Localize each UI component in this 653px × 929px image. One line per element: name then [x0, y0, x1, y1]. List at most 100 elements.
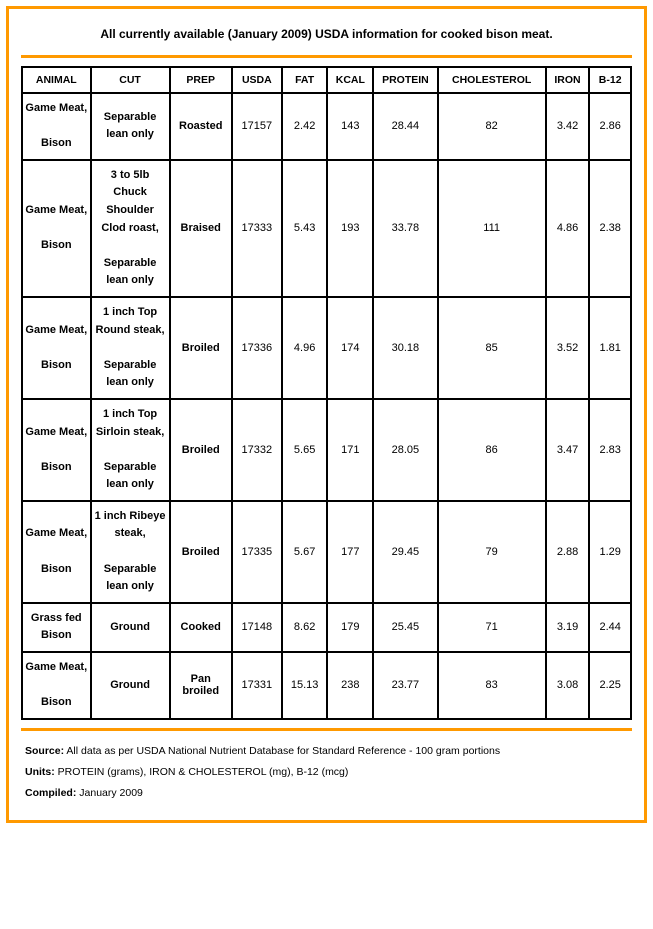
cell-cut: 1 inch Ribeye steak,Separable lean only [91, 501, 170, 603]
cell-kcal: 143 [327, 93, 373, 160]
cell-cut: 3 to 5lb Chuck Shoulder Clod roast,Separ… [91, 160, 170, 297]
cell-b12: 1.29 [589, 501, 631, 603]
cell-b12: 2.38 [589, 160, 631, 297]
cell-protein: 29.45 [373, 501, 437, 603]
cell-cholesterol: 71 [438, 603, 546, 652]
cell-iron: 4.86 [546, 160, 590, 297]
cell-cholesterol: 111 [438, 160, 546, 297]
col-kcal: KCAL [327, 67, 373, 93]
cell-kcal: 179 [327, 603, 373, 652]
units-label: Units: [25, 766, 55, 778]
footer-notes: Source: All data as per USDA National Nu… [21, 731, 632, 814]
compiled-label: Compiled: [25, 787, 76, 799]
cell-kcal: 238 [327, 652, 373, 719]
cell-cut: Separable lean only [91, 93, 170, 160]
source-text: All data as per USDA National Nutrient D… [64, 745, 500, 757]
cell-prep: Roasted [170, 93, 232, 160]
col-cholesterol: CHOLESTEROL [438, 67, 546, 93]
cell-protein: 33.78 [373, 160, 437, 297]
nutrition-table: ANIMAL CUT PREP USDA FAT KCAL PROTEIN CH… [21, 66, 632, 720]
units-text: PROTEIN (grams), IRON & CHOLESTEROL (mg)… [55, 766, 349, 778]
col-protein: PROTEIN [373, 67, 437, 93]
cell-animal: Game Meat,Bison [22, 501, 91, 603]
cell-cut: Ground [91, 652, 170, 719]
cell-iron: 3.19 [546, 603, 590, 652]
cell-b12: 2.86 [589, 93, 631, 160]
cell-b12: 1.81 [589, 297, 631, 399]
cell-prep: Pan broiled [170, 652, 232, 719]
cell-kcal: 177 [327, 501, 373, 603]
cell-protein: 25.45 [373, 603, 437, 652]
cell-animal: Game Meat,Bison [22, 297, 91, 399]
cell-fat: 15.13 [282, 652, 328, 719]
source-label: Source: [25, 745, 64, 757]
cell-cholesterol: 83 [438, 652, 546, 719]
cell-iron: 2.88 [546, 501, 590, 603]
col-prep: PREP [170, 67, 232, 93]
cell-fat: 5.43 [282, 160, 328, 297]
footer-units: Units: PROTEIN (grams), IRON & CHOLESTER… [25, 762, 628, 783]
compiled-text: January 2009 [76, 787, 143, 799]
col-animal: ANIMAL [22, 67, 91, 93]
table-header-row: ANIMAL CUT PREP USDA FAT KCAL PROTEIN CH… [22, 67, 631, 93]
cell-cholesterol: 86 [438, 399, 546, 501]
table-row: Game Meat,BisonSeparable lean onlyRoaste… [22, 93, 631, 160]
cell-b12: 2.83 [589, 399, 631, 501]
cell-protein: 30.18 [373, 297, 437, 399]
cell-cut: 1 inch Top Round steak,Separable lean on… [91, 297, 170, 399]
col-fat: FAT [282, 67, 328, 93]
table-row: Game Meat,Bison1 inch Top Sirloin steak,… [22, 399, 631, 501]
cell-cut: 1 inch Top Sirloin steak,Separable lean … [91, 399, 170, 501]
cell-prep: Broiled [170, 399, 232, 501]
cell-animal: Game Meat,Bison [22, 93, 91, 160]
cell-prep: Broiled [170, 297, 232, 399]
cell-usda: 17157 [232, 93, 282, 160]
cell-kcal: 171 [327, 399, 373, 501]
cell-prep: Broiled [170, 501, 232, 603]
col-iron: IRON [546, 67, 590, 93]
table-row: Grass fed BisonGroundCooked171488.621792… [22, 603, 631, 652]
cell-fat: 5.67 [282, 501, 328, 603]
cell-usda: 17336 [232, 297, 282, 399]
cell-b12: 2.25 [589, 652, 631, 719]
cell-iron: 3.42 [546, 93, 590, 160]
cell-b12: 2.44 [589, 603, 631, 652]
cell-iron: 3.47 [546, 399, 590, 501]
cell-usda: 17335 [232, 501, 282, 603]
col-b12: B-12 [589, 67, 631, 93]
table-row: Game Meat,Bison3 to 5lb Chuck Shoulder C… [22, 160, 631, 297]
cell-animal: Game Meat,Bison [22, 160, 91, 297]
table-row: Game Meat,Bison1 inch Top Round steak,Se… [22, 297, 631, 399]
cell-prep: Braised [170, 160, 232, 297]
table-section: ANIMAL CUT PREP USDA FAT KCAL PROTEIN CH… [21, 55, 632, 731]
cell-protein: 28.05 [373, 399, 437, 501]
cell-prep: Cooked [170, 603, 232, 652]
cell-fat: 2.42 [282, 93, 328, 160]
cell-fat: 5.65 [282, 399, 328, 501]
cell-usda: 17148 [232, 603, 282, 652]
cell-usda: 17333 [232, 160, 282, 297]
cell-animal: Game Meat,Bison [22, 399, 91, 501]
cell-cholesterol: 85 [438, 297, 546, 399]
cell-kcal: 193 [327, 160, 373, 297]
cell-cholesterol: 82 [438, 93, 546, 160]
cell-iron: 3.52 [546, 297, 590, 399]
table-row: Game Meat,BisonGroundPan broiled1733115.… [22, 652, 631, 719]
cell-animal: Grass fed Bison [22, 603, 91, 652]
cell-kcal: 174 [327, 297, 373, 399]
footer-compiled: Compiled: January 2009 [25, 783, 628, 804]
cell-protein: 23.77 [373, 652, 437, 719]
cell-fat: 4.96 [282, 297, 328, 399]
cell-cholesterol: 79 [438, 501, 546, 603]
cell-fat: 8.62 [282, 603, 328, 652]
footer-source: Source: All data as per USDA National Nu… [25, 741, 628, 762]
cell-protein: 28.44 [373, 93, 437, 160]
cell-animal: Game Meat,Bison [22, 652, 91, 719]
cell-iron: 3.08 [546, 652, 590, 719]
document-frame: All currently available (January 2009) U… [6, 6, 647, 823]
cell-usda: 17332 [232, 399, 282, 501]
table-row: Game Meat,Bison1 inch Ribeye steak,Separ… [22, 501, 631, 603]
col-usda: USDA [232, 67, 282, 93]
page-title: All currently available (January 2009) U… [21, 17, 632, 55]
cell-cut: Ground [91, 603, 170, 652]
